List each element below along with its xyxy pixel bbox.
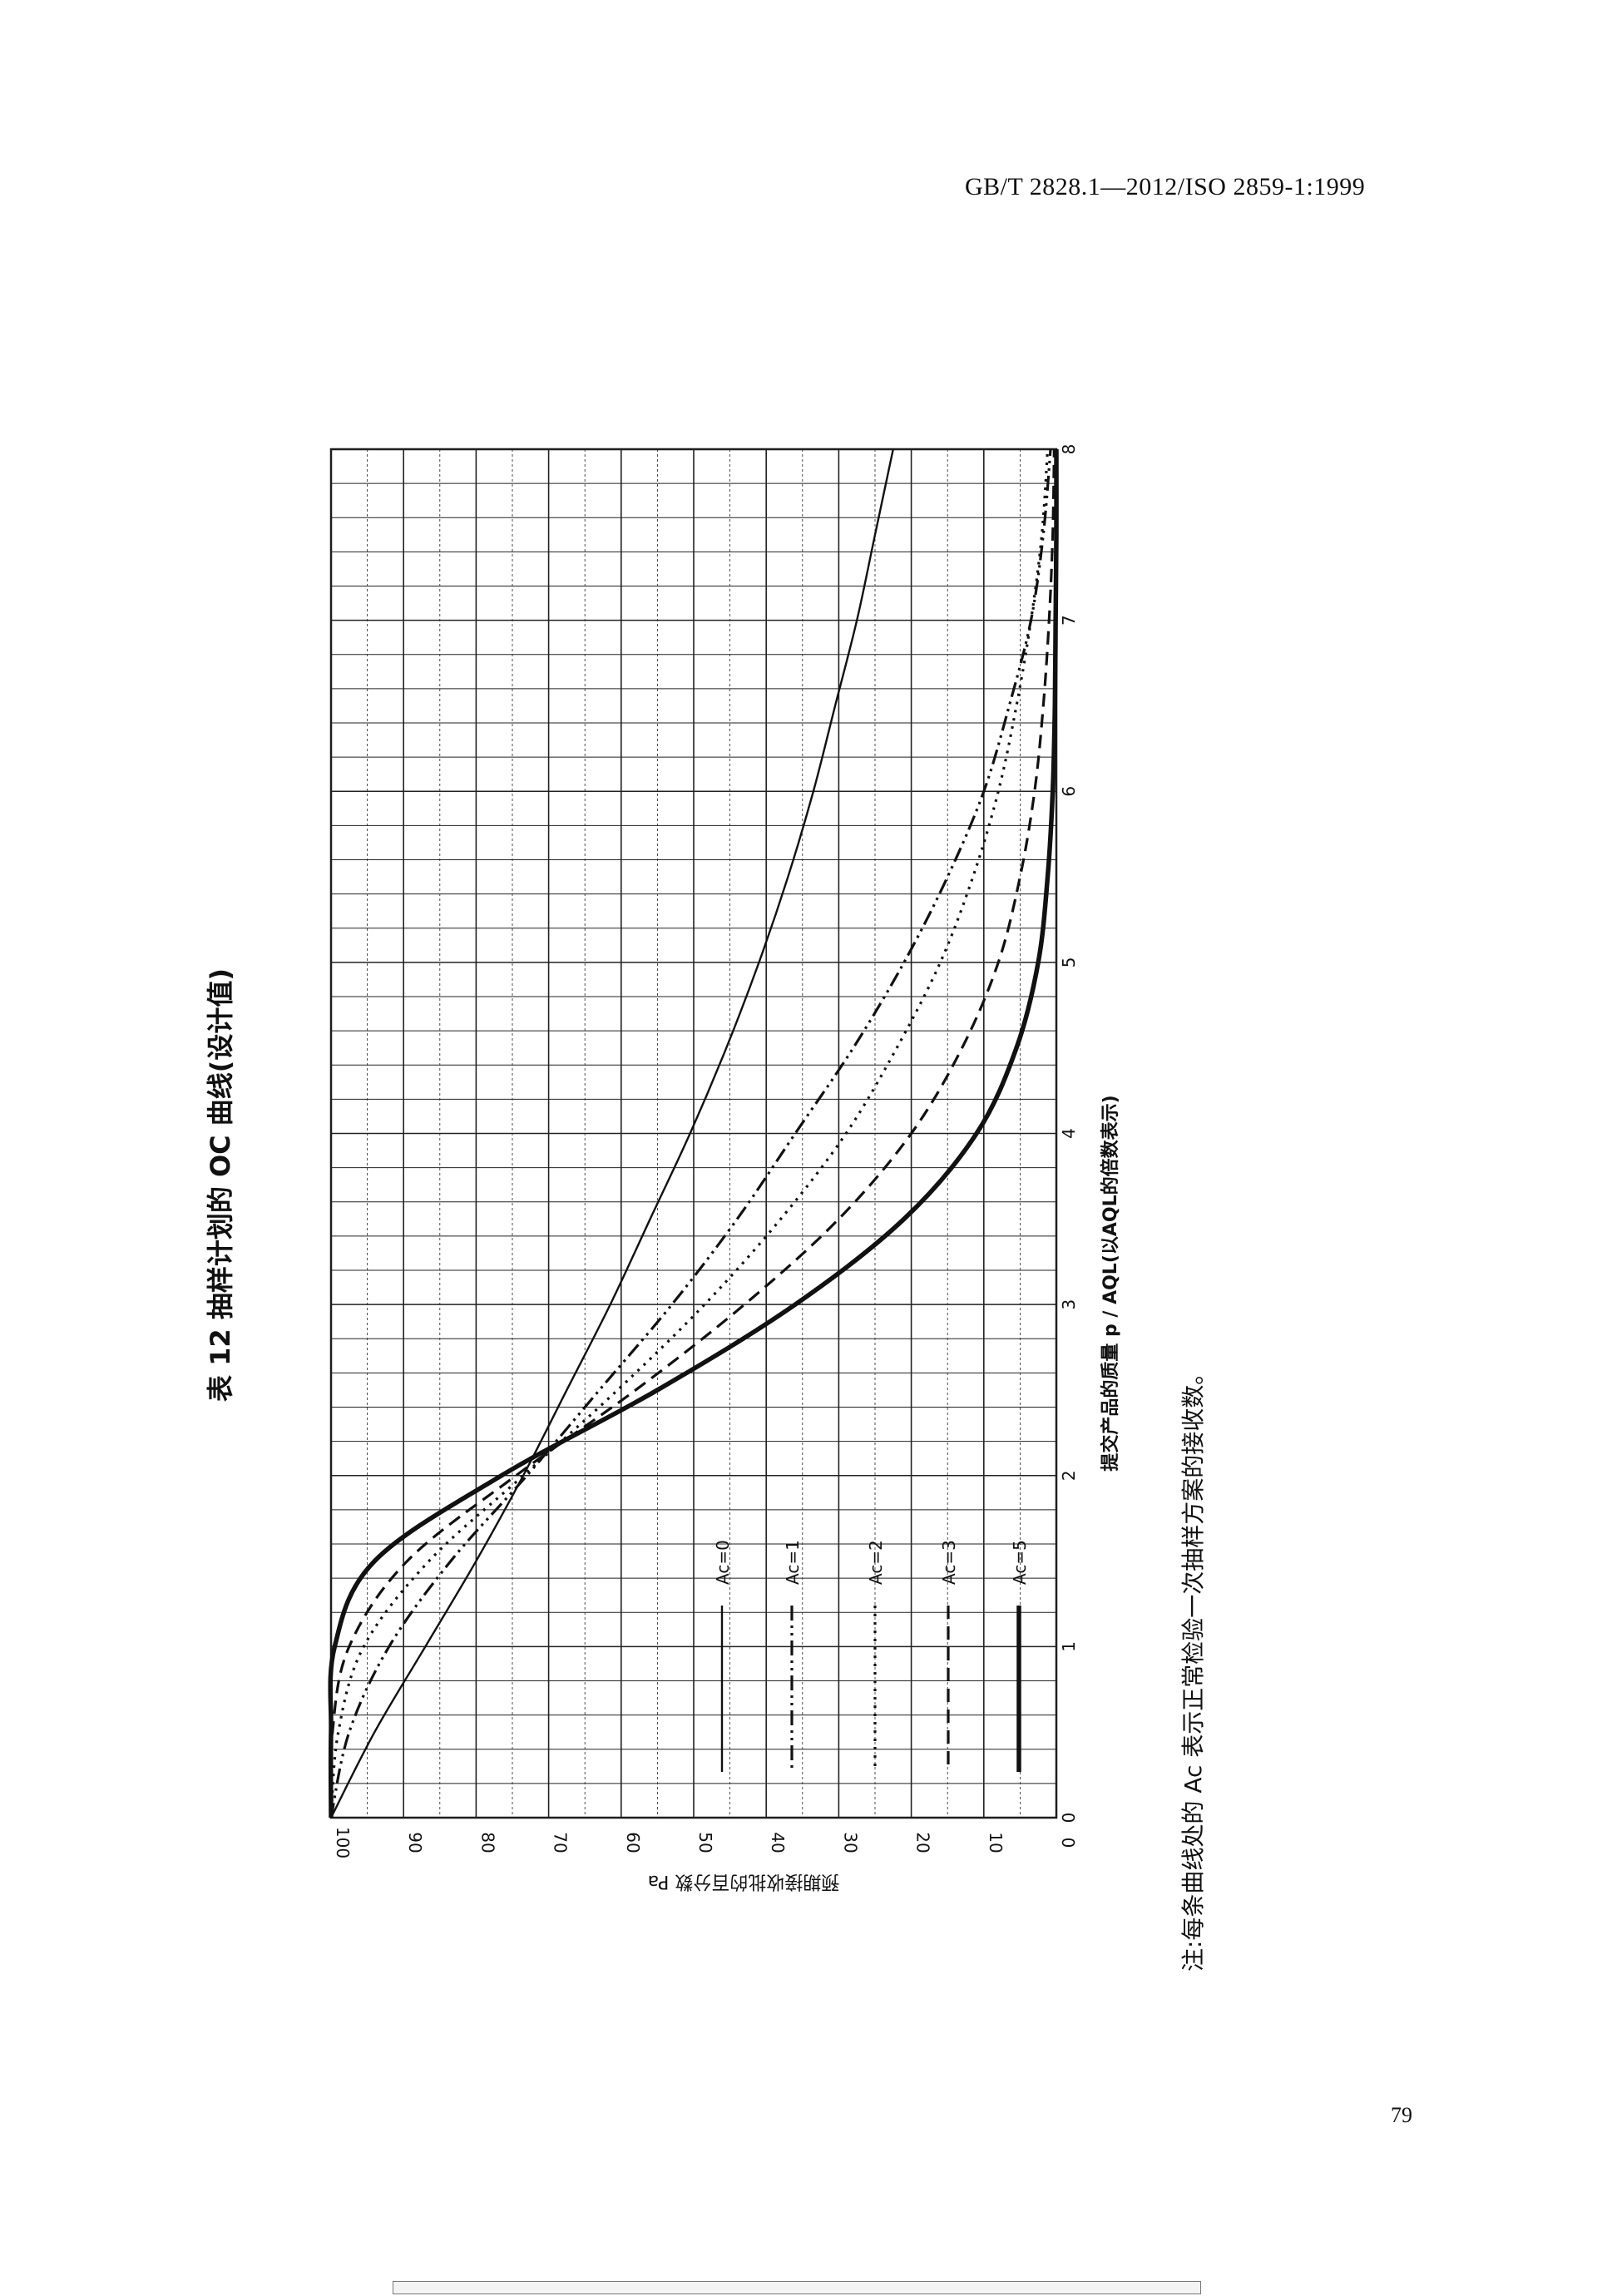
y-tick-label: 70 — [551, 1832, 571, 1853]
chart-curves — [328, 448, 1059, 1818]
x-axis-title: 提交产品的质量 p / AQL(以AQL的倍数表示) — [1100, 1095, 1121, 1471]
x-tick-label: 5 — [1059, 957, 1079, 968]
x-tick-label: 4 — [1059, 1128, 1079, 1139]
chart-note: 注:每条曲线处的 Ac 表示正常检验一次抽样方案的接收数。 — [1179, 1361, 1207, 1972]
y-tick-label: 10 — [986, 1832, 1006, 1853]
y-tick-label: 50 — [695, 1832, 715, 1853]
chart-axis-titles: 预期接收批的百分数 Pa 提交产品的质量 p / AQL(以AQL的倍数表示) — [648, 1095, 1121, 1892]
y-tick-label: 80 — [477, 1832, 497, 1853]
y-tick-label: 30 — [840, 1832, 860, 1853]
oc-curve-ac5 — [328, 448, 1059, 1818]
legend-label: Ac=1 — [783, 1540, 803, 1585]
x-tick-label: 8 — [1059, 444, 1079, 455]
x-tick-label: 3 — [1059, 1299, 1079, 1310]
legend-label: Ac=3 — [939, 1540, 959, 1585]
x-tick-label: 1 — [1059, 1641, 1079, 1652]
page-bottom-bar — [393, 2281, 1201, 2294]
y-tick-label: 20 — [913, 1832, 933, 1853]
y-tick-label: 100 — [333, 1827, 353, 1858]
x-tick-label: 0 — [1059, 1813, 1079, 1823]
y-tick-label: 90 — [405, 1832, 425, 1853]
legend-label: Ac=5 — [1010, 1540, 1030, 1585]
y-axis-title: 预期接收批的百分数 Pa — [648, 1871, 840, 1892]
oc-curve-ac3 — [329, 448, 1056, 1818]
x-tick-label: 7 — [1059, 615, 1079, 626]
chart-legend: Ac=0 Ac=1 Ac=2 Ac=3 Ac=5 — [713, 1540, 1030, 1772]
standard-header: GB/T 2828.1—2012/ISO 2859-1:1999 — [965, 173, 1366, 200]
y-tick-label: 40 — [768, 1832, 788, 1853]
page-number: 79 — [1391, 2103, 1412, 2127]
legend-label: Ac=2 — [866, 1540, 886, 1585]
x-tick-label: 6 — [1059, 786, 1079, 797]
oc-curve-ac1 — [329, 448, 1052, 1818]
chart-grid — [329, 448, 1058, 1819]
x-tick-label: 2 — [1059, 1470, 1079, 1481]
legend-label: Ac=0 — [713, 1540, 733, 1585]
y-tick-label: 0 — [1058, 1838, 1078, 1848]
oc-curve-ac0 — [329, 448, 894, 1818]
y-tick-label: 60 — [623, 1832, 643, 1853]
